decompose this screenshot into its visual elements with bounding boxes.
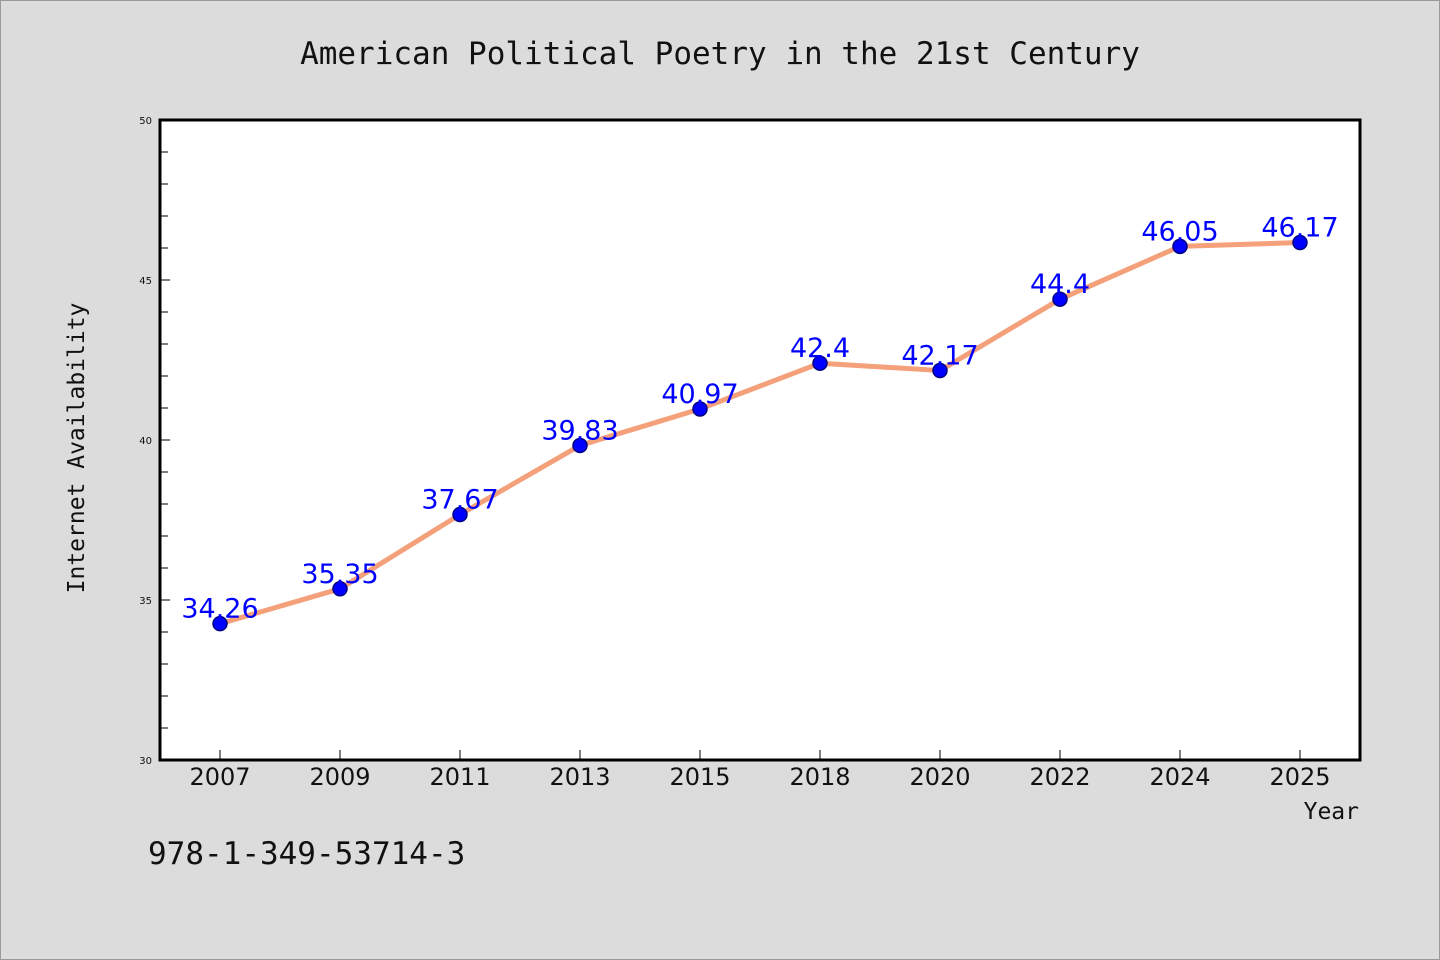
y-tick-label: 50	[139, 116, 152, 127]
data-label: 42.17	[901, 341, 978, 372]
y-tick-label: 45	[139, 276, 152, 287]
data-label: 46.05	[1141, 216, 1218, 247]
y-tick-label: 30	[139, 756, 152, 767]
data-label: 34.26	[181, 594, 258, 625]
data-point	[572, 437, 588, 454]
x-tick-label: 2013	[549, 763, 610, 791]
data-point	[1292, 234, 1308, 251]
x-tick-label: 2022	[1029, 763, 1090, 791]
y-tick-label: 40	[139, 436, 152, 447]
plot-area	[158, 118, 1362, 762]
y-axis-label: Internet Availability	[64, 303, 90, 594]
data-label: 42.4	[790, 333, 850, 364]
data-label: 35.35	[301, 559, 378, 590]
data-label: 40.97	[661, 379, 738, 410]
data-point	[1052, 291, 1068, 307]
x-tick-label: 2025	[1269, 763, 1330, 791]
series: 34.26 35.35 37.67 39.83 40.97 42.4 42.17 44.4 46…	[181, 213, 1339, 632]
x-tick-label: 2011	[429, 763, 490, 791]
x-tick-label: 2024	[1149, 763, 1210, 791]
data-label: 39.83	[541, 415, 618, 446]
data-label: 46.17	[1261, 213, 1338, 244]
data-point	[332, 581, 348, 597]
data-point	[812, 355, 828, 371]
data-point	[212, 615, 228, 632]
y-axis: 30 35 40 45 50	[139, 116, 170, 767]
x-tick-label: 2007	[189, 763, 250, 791]
x-axis: 2007 2009 2011 2013 2015 2018 2020 2022 2024 2025	[189, 750, 1331, 791]
data-point	[932, 362, 948, 379]
data-label: 37.67	[421, 485, 498, 516]
x-tick-label: 2009	[309, 763, 370, 791]
x-tick-label: 2015	[669, 763, 730, 791]
isbn-text: 978-1-349-53714-3	[148, 836, 465, 872]
data-point	[452, 506, 468, 523]
y-tick-label: 35	[139, 596, 152, 607]
chart-title: American Political Poetry in the 21st Ce…	[300, 36, 1140, 72]
x-tick-label: 2020	[909, 763, 970, 791]
data-point	[1172, 238, 1188, 255]
series-line	[217, 240, 1303, 627]
x-tick-label: 2018	[789, 763, 850, 791]
data-point	[692, 401, 708, 417]
data-label: 44.4	[1030, 269, 1090, 300]
x-axis-label: Year	[1304, 799, 1359, 825]
